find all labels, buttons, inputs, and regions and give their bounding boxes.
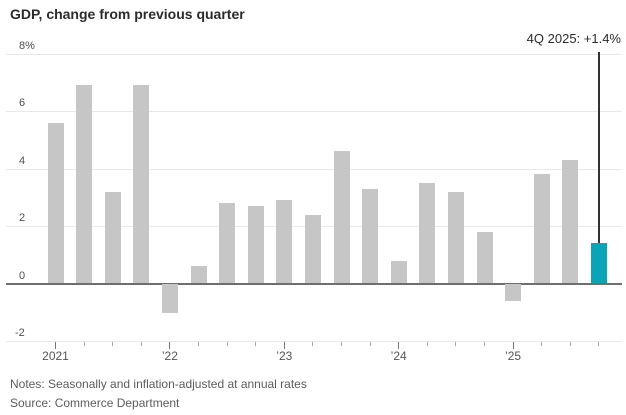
x-axis-tick (112, 342, 114, 346)
y-gridline (6, 340, 622, 342)
x-axis-tick (83, 342, 85, 346)
y-gridline (6, 168, 622, 170)
chart-title: GDP, change from previous quarter (10, 6, 245, 22)
x-axis-tick (312, 342, 314, 346)
zero-gridline (6, 282, 622, 285)
bar-4q-2025 (590, 243, 607, 284)
x-axis-year-label: ’22 (161, 349, 178, 363)
bar-3q-2023 (333, 151, 350, 284)
x-axis-tick (541, 342, 543, 346)
x-axis-tick (283, 342, 285, 349)
x-axis-tick (398, 342, 400, 349)
bar-3q-2022 (219, 203, 236, 284)
bar-4q-2021 (133, 85, 150, 284)
y-gridline (6, 53, 622, 55)
y-axis-label: -2 (15, 326, 25, 339)
y-gridline (6, 111, 622, 113)
y-axis-label: 4 (19, 154, 26, 167)
x-axis-tick (455, 342, 457, 346)
x-axis-tick (226, 342, 228, 346)
bar-1q-2021 (47, 122, 64, 284)
bar-1q-2023 (276, 200, 293, 284)
x-axis-tick (169, 342, 171, 349)
bar-4q-2024 (476, 231, 493, 284)
annotation-line (598, 52, 600, 244)
x-axis-tick (569, 342, 571, 346)
x-axis-tick (512, 342, 514, 349)
bar-4q-2023 (362, 188, 379, 284)
x-axis-year-label: 2021 (42, 349, 69, 363)
x-axis-year-label: ’24 (390, 349, 407, 363)
bar-2q-2025 (533, 174, 550, 284)
annotation-label: 4Q 2025: +1.4% (526, 31, 621, 46)
bar-3q-2021 (104, 191, 121, 284)
x-axis-year-label: ’25 (505, 349, 522, 363)
y-axis-label: 8% (19, 39, 35, 52)
x-axis-tick (140, 342, 142, 346)
chart-notes: Notes: Seasonally and inflation-adjusted… (10, 377, 307, 391)
chart-source: Source: Commerce Department (10, 396, 180, 410)
x-axis-tick (255, 342, 257, 346)
x-axis-tick (369, 342, 371, 346)
x-axis-tick (198, 342, 199, 346)
x-axis-tick (341, 342, 342, 346)
x-axis-tick (426, 342, 428, 346)
bar-1q-2024 (390, 260, 407, 284)
bar-3q-2024 (447, 191, 464, 284)
bar-4q-2022 (247, 206, 264, 284)
x-axis-tick (55, 342, 56, 349)
y-axis-label: 0 (19, 269, 26, 282)
x-axis-year-label: ’23 (276, 349, 293, 363)
bar-1q-2022 (161, 284, 178, 313)
bar-2q-2023 (304, 214, 321, 284)
y-axis-label: 6 (19, 97, 26, 110)
bar-1q-2025 (505, 284, 522, 302)
bar-2q-2021 (76, 85, 93, 284)
bar-3q-2025 (562, 160, 579, 284)
x-axis-tick (484, 342, 485, 346)
x-axis-tick (598, 342, 600, 346)
y-axis-label: 2 (19, 212, 26, 225)
bar-2q-2024 (419, 183, 436, 284)
bar-2q-2022 (190, 266, 207, 284)
